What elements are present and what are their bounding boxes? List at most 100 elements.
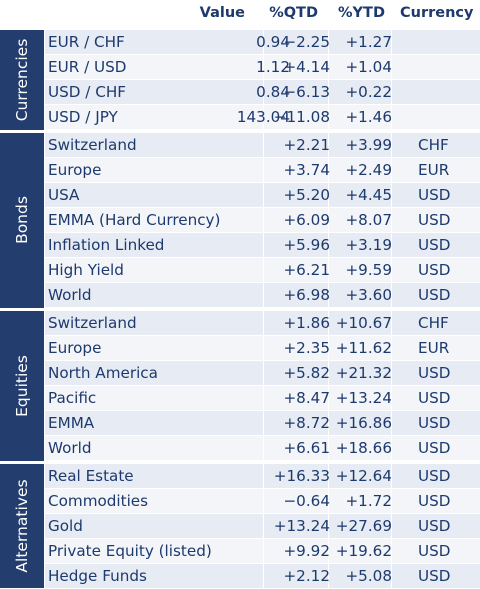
row-ytd: +27.69: [335, 516, 392, 535]
row-qtd: +13.24: [273, 516, 330, 535]
row-qtd: +4.14: [283, 58, 330, 77]
table-row: Europe +2.35 +11.62 EUR: [45, 335, 480, 360]
row-name: Europe: [48, 160, 102, 179]
table-row: World +6.61 +18.66 USD: [45, 436, 480, 461]
row-qtd: +2.21: [283, 135, 330, 154]
row-ytd: +9.59: [345, 261, 392, 280]
row-currency: USD: [418, 439, 451, 458]
row-ytd: +1.04: [345, 58, 392, 77]
row-name: EUR / CHF: [48, 33, 125, 51]
group-label: Currencies: [13, 38, 31, 122]
table-row: USD / JPY 143.04 −11.08 +1.46: [45, 105, 480, 130]
row-currency: EUR: [418, 160, 450, 179]
group-label-band: Alternatives: [0, 463, 44, 589]
row-ytd: +3.19: [345, 236, 392, 255]
row-name: Hedge Funds: [48, 567, 147, 586]
header-ytd: %YTD: [338, 5, 385, 21]
row-qtd: −0.64: [283, 491, 330, 510]
group-rows: Real Estate +16.33 +12.64 USD Commodities −0.…: [45, 463, 480, 589]
cell-divider: [328, 132, 329, 157]
row-name: Inflation Linked: [48, 236, 165, 255]
table-row: EUR / CHF 0.94 −2.25 +1.27: [45, 30, 480, 54]
row-currency: USD: [418, 414, 451, 433]
cell-divider: [328, 233, 329, 258]
row-name: Switzerland: [48, 313, 137, 332]
row-name: EMMA: [48, 414, 95, 433]
row-currency: CHF: [418, 313, 449, 332]
group-label-band: Currencies: [0, 30, 44, 130]
row-qtd: −6.13: [283, 83, 330, 102]
row-ytd: +4.45: [345, 185, 392, 204]
row-name: High Yield: [48, 261, 124, 280]
row-currency: USD: [418, 236, 451, 255]
row-currency: USD: [418, 567, 451, 586]
row-value: 1.12: [256, 58, 290, 77]
group-rows: Switzerland +1.86 +10.67 CHF Europe +2.35 +11.…: [45, 310, 480, 462]
row-currency: USD: [418, 541, 451, 560]
table-row: Inflation Linked +5.96 +3.19 USD: [45, 233, 480, 258]
cell-divider: [328, 157, 329, 182]
table-row: USA +5.20 +4.45 USD: [45, 182, 480, 207]
cell-divider: [328, 310, 329, 335]
row-qtd: +6.98: [283, 286, 330, 305]
row-value: 143.04: [236, 108, 290, 127]
cell-divider: [328, 564, 329, 589]
row-currency: USD: [418, 491, 451, 510]
cell-divider: [328, 105, 329, 130]
cell-divider: [328, 411, 329, 436]
header-qtd: %QTD: [269, 5, 318, 21]
row-qtd: +16.33: [273, 466, 330, 485]
row-qtd: +6.21: [283, 261, 330, 280]
cell-divider: [328, 55, 329, 80]
row-qtd: −11.08: [273, 108, 330, 127]
cell-divider: [328, 208, 329, 233]
group-3: Alternatives Real Estate +16.33 +12.64 USD Co…: [0, 463, 480, 589]
table-row: Europe +3.74 +2.49 EUR: [45, 157, 480, 182]
cell-divider: [328, 258, 329, 283]
row-ytd: +21.32: [335, 363, 392, 382]
group-label: Equities: [13, 354, 31, 417]
row-ytd: +3.99: [345, 135, 392, 154]
cell-divider: [328, 513, 329, 538]
row-qtd: +6.09: [283, 211, 330, 230]
row-name: USD / CHF: [48, 83, 126, 102]
row-value: 0.94: [256, 33, 290, 51]
table-row: North America +5.82 +21.32 USD: [45, 360, 480, 385]
row-name: Commodities: [48, 491, 149, 510]
row-ytd: +19.62: [335, 541, 392, 560]
row-currency: USD: [418, 261, 451, 280]
row-name: EMMA (Hard Currency): [48, 211, 221, 230]
group-0: Currencies EUR / CHF 0.94 −2.25 +1.27 EUR / U…: [0, 30, 480, 130]
table-row: EMMA +8.72 +16.86 USD: [45, 411, 480, 436]
group-2: Equities Switzerland +1.86 +10.67 CHF Europe +…: [0, 310, 480, 462]
row-qtd: +2.35: [283, 338, 330, 357]
cell-divider: [328, 182, 329, 207]
row-ytd: +1.72: [345, 491, 392, 510]
table-row: Switzerland +1.86 +10.67 CHF: [45, 310, 480, 335]
row-name: North America: [48, 363, 158, 382]
row-qtd: +5.20: [283, 185, 330, 204]
row-ytd: +1.46: [345, 108, 392, 127]
row-ytd: +0.22: [345, 83, 392, 102]
row-currency: USD: [418, 185, 451, 204]
table-row: Switzerland +2.21 +3.99 CHF: [45, 132, 480, 157]
row-name: Gold: [48, 516, 83, 535]
row-currency: EUR: [418, 338, 450, 357]
group-label-band: Equities: [0, 310, 44, 461]
group-rows: EUR / CHF 0.94 −2.25 +1.27 EUR / USD 1.12 +4.1…: [45, 30, 480, 131]
row-qtd: +1.86: [283, 313, 330, 332]
row-ytd: +5.08: [345, 567, 392, 586]
row-ytd: +12.64: [335, 466, 392, 485]
row-qtd: +9.92: [283, 541, 330, 560]
cell-divider: [328, 283, 329, 308]
row-qtd: +6.61: [283, 439, 330, 458]
row-name: Real Estate: [48, 466, 134, 485]
row-qtd: +3.74: [283, 160, 330, 179]
row-currency: CHF: [418, 135, 449, 154]
table-row: Gold +13.24 +27.69 USD: [45, 513, 480, 538]
group-rows: Switzerland +2.21 +3.99 CHF Europe +3.74 +2.49…: [45, 132, 480, 309]
row-ytd: +8.07: [345, 211, 392, 230]
row-qtd: +5.96: [283, 236, 330, 255]
cell-divider: [328, 360, 329, 385]
cell-divider: [328, 30, 329, 54]
